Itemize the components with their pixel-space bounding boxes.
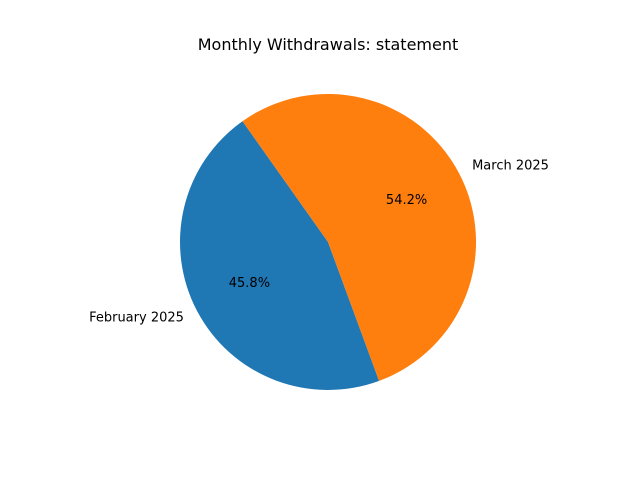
slice-label-1: February 2025 [89, 310, 184, 325]
percent-label-1: 45.8% [229, 276, 270, 291]
pie-slice-2 [242, 93, 477, 381]
pie-labels: February 2025 45.8% March 2025 54.2% [89, 159, 549, 326]
slice-label-2: March 2025 [472, 159, 549, 174]
pie-slice-1 [180, 121, 380, 390]
chart-title: Monthly Withdrawals: statement [198, 35, 459, 54]
percent-label-2: 54.2% [386, 193, 427, 208]
pie-slices [180, 93, 477, 390]
